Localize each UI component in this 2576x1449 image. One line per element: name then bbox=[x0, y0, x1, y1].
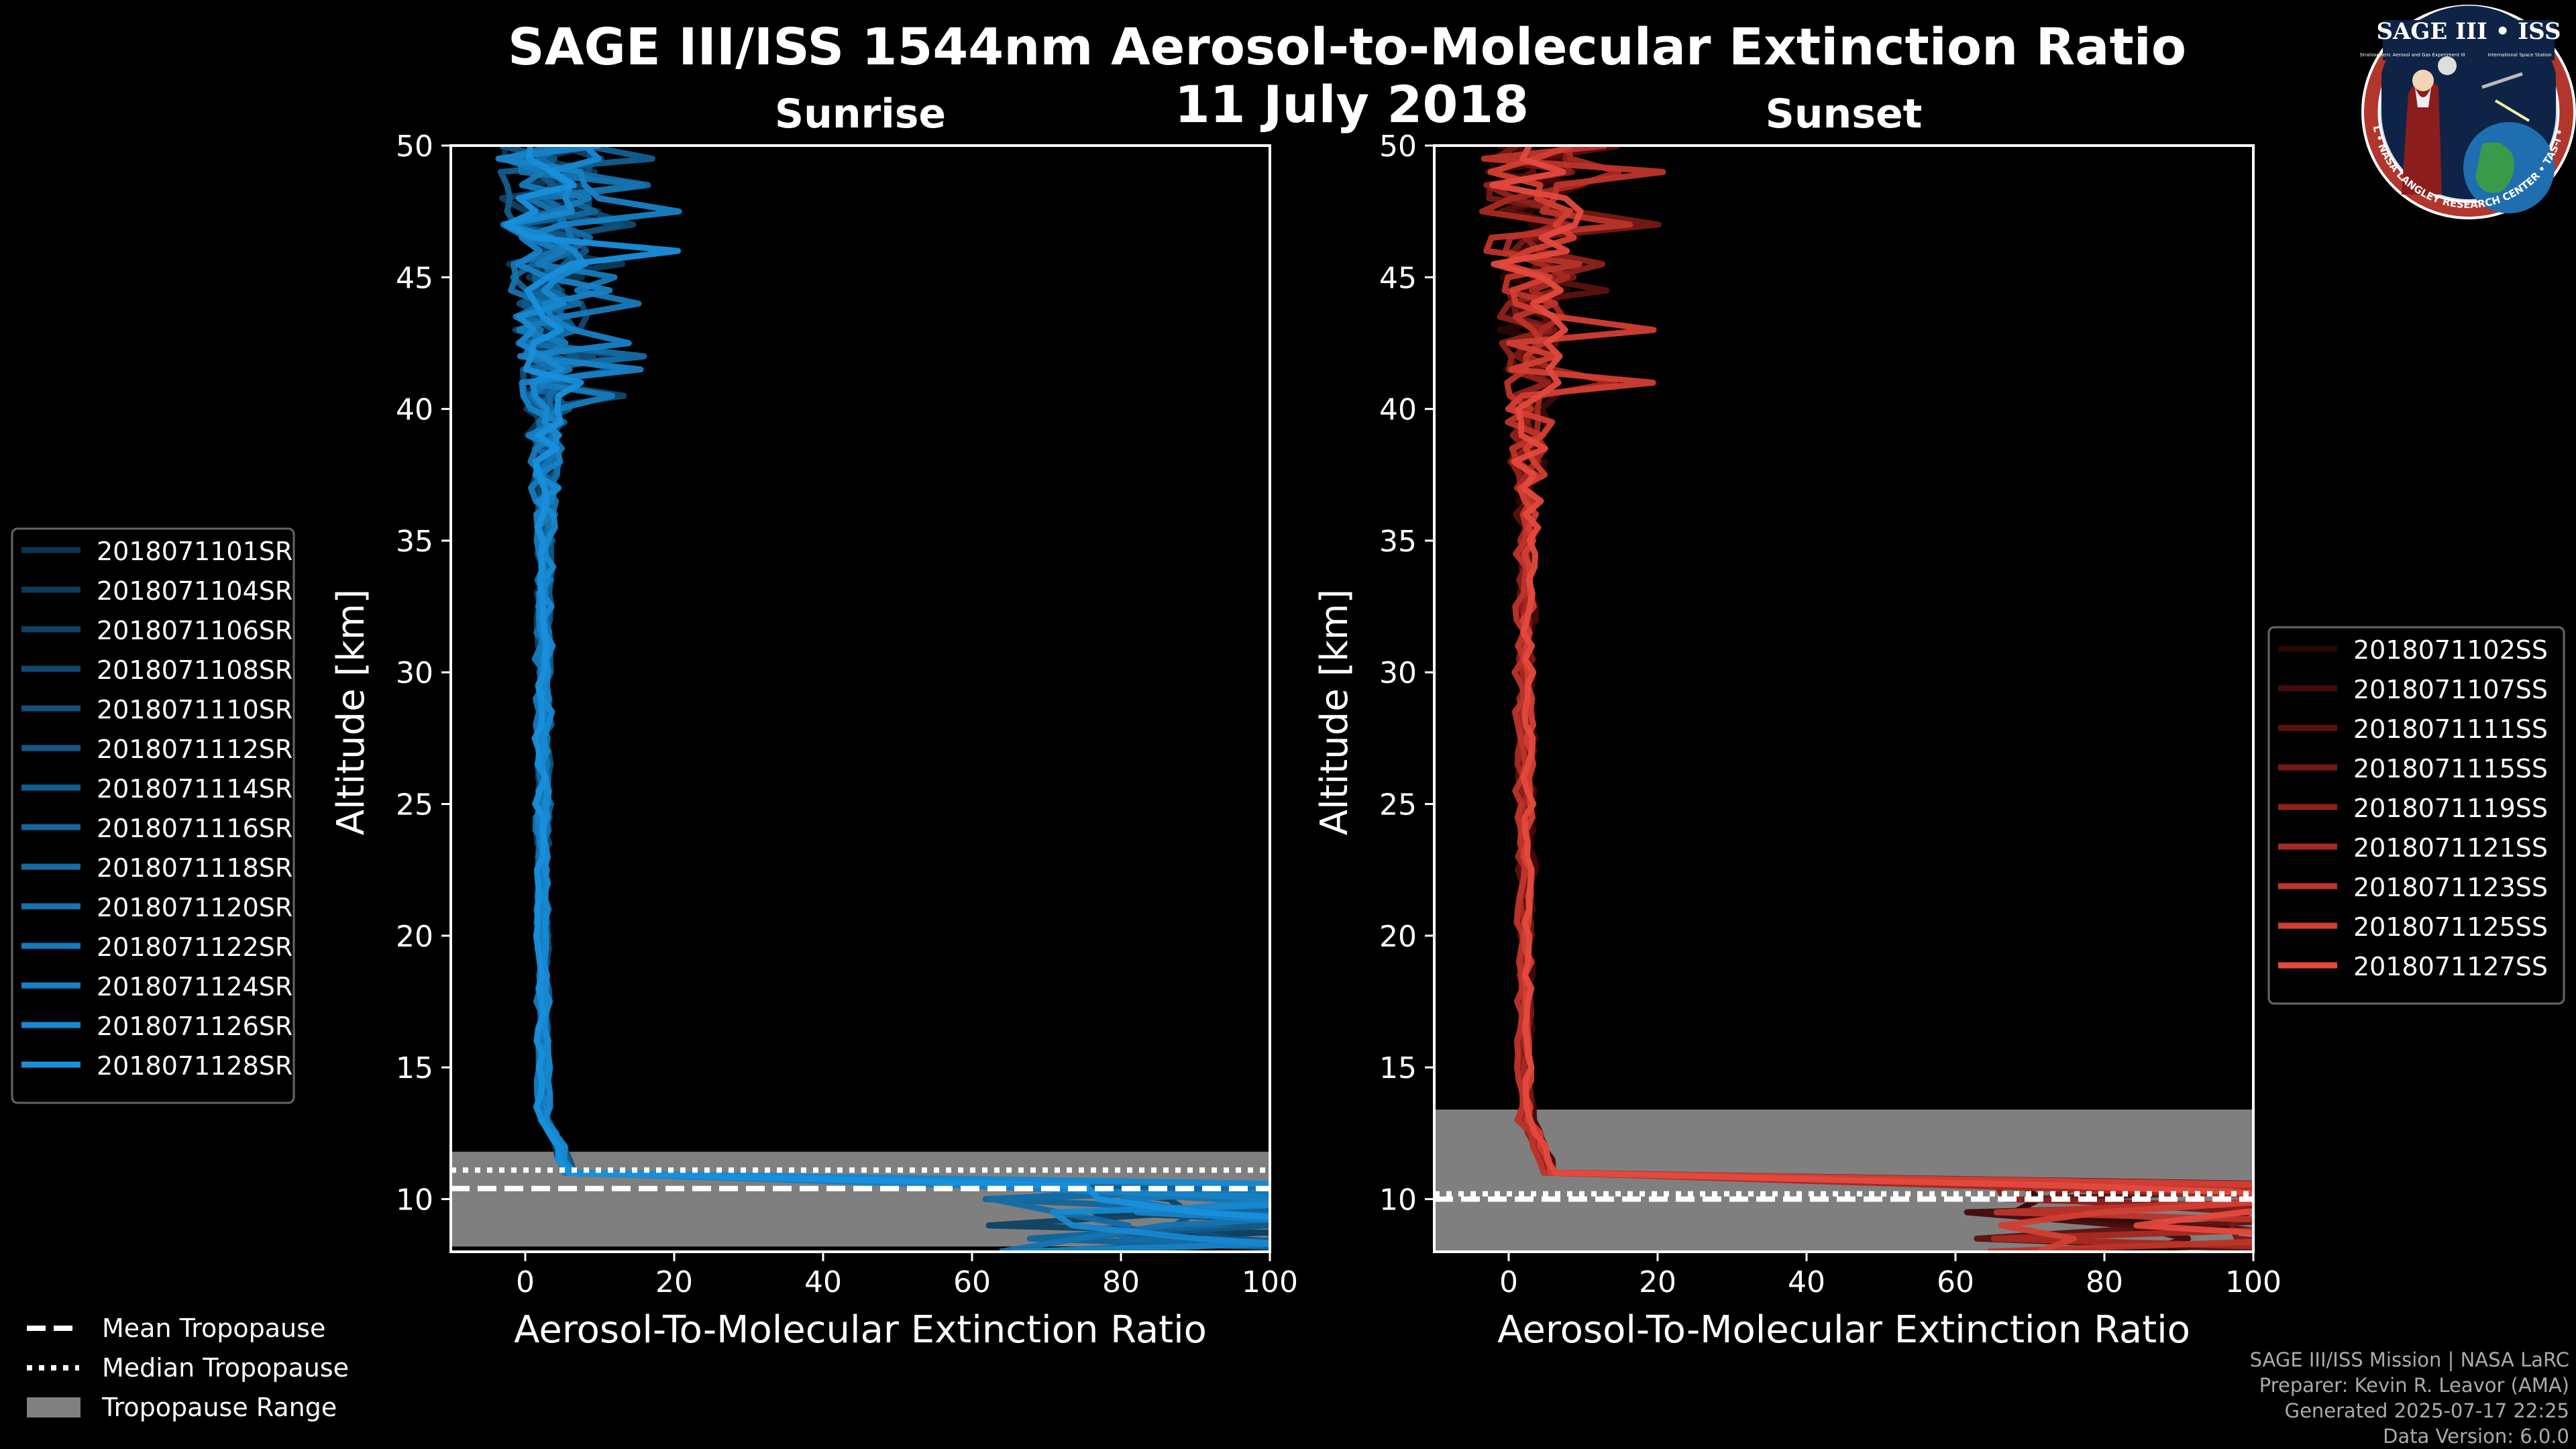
x-tick-label: 60 bbox=[953, 1265, 991, 1299]
legend-entry: 2018071101SR bbox=[97, 537, 292, 566]
y-tick-label: 45 bbox=[1379, 261, 1417, 295]
profile-2018071124SR bbox=[496, 146, 1270, 1252]
footer-mission: SAGE III/ISS Mission | NASA LaRC bbox=[2249, 1348, 2569, 1371]
plot-frame bbox=[449, 144, 1271, 1253]
legend-entry: 2018071106SR bbox=[97, 616, 292, 645]
tropopause-range-swatch bbox=[27, 1397, 80, 1417]
legend-box bbox=[2267, 626, 2565, 1005]
plot-area bbox=[451, 146, 1270, 1252]
y-tick-label: 45 bbox=[396, 261, 433, 295]
legend-entry: 2018071110SR bbox=[97, 695, 292, 724]
median-tropopause-label: Median Tropopause bbox=[102, 1353, 349, 1383]
legend-entry: 2018071104SR bbox=[97, 576, 292, 606]
logo-right-caption: International Space Station bbox=[2487, 52, 2551, 58]
profile-2018071125SS bbox=[1487, 146, 2253, 1252]
footer-data-version: Data Version: 6.0.0 bbox=[2383, 1425, 2569, 1448]
legend-entry: 2018071114SR bbox=[97, 774, 292, 804]
legend-entry: 2018071124SR bbox=[97, 972, 292, 1002]
x-tick-label: 80 bbox=[2086, 1265, 2123, 1299]
sunset-panel: 0 20 40 60 80 100 10 15 20 25 30 35 40 45 50 Sunset Aero… bbox=[1313, 91, 2282, 1352]
profile-2018071120SR bbox=[508, 146, 1270, 1252]
x-tick-label: 0 bbox=[516, 1265, 535, 1299]
plot-area bbox=[1434, 146, 2253, 1252]
figure-subtitle-date: 11 July 2018 bbox=[1175, 74, 1529, 134]
y-tick-label: 50 bbox=[1379, 129, 1417, 164]
x-tick-label: 20 bbox=[655, 1265, 693, 1299]
footer-credits: SAGE III/ISS Mission | NASA LaRC Prepare… bbox=[2250, 1347, 2569, 1449]
x-tick-label: 0 bbox=[1499, 1265, 1518, 1299]
legend-entry: 2018071127SS bbox=[2353, 952, 2548, 981]
y-tick-label: 10 bbox=[1379, 1183, 1417, 1217]
y-tick-label: 15 bbox=[1379, 1051, 1417, 1085]
tropopause-legend: Mean Tropopause Median Tropopause Tropop… bbox=[27, 1313, 349, 1422]
legend-entry: 2018071126SR bbox=[97, 1012, 292, 1041]
y-tick-label: 20 bbox=[1379, 920, 1417, 954]
x-tick-label: 100 bbox=[2225, 1265, 2282, 1299]
figure-title: SAGE III/ISS 1544nm Aerosol-to-Molecular… bbox=[508, 17, 2186, 76]
tropopause-range-label: Tropopause Range bbox=[101, 1393, 337, 1422]
profile-2018071121SS bbox=[1479, 146, 2253, 1249]
legend-entry: 2018071122SR bbox=[97, 932, 292, 962]
legend-entry: 2018071107SS bbox=[2353, 675, 2548, 704]
y-tick-label: 25 bbox=[1379, 788, 1417, 822]
profile-2018071127SS bbox=[1489, 146, 2253, 1236]
x-tick-label: 40 bbox=[1788, 1265, 1825, 1299]
x-tick-label: 80 bbox=[1102, 1265, 1140, 1299]
x-tick-label: 20 bbox=[1639, 1265, 1676, 1299]
y-tick-label: 35 bbox=[396, 525, 433, 559]
footer-generated: Generated 2025-07-17 22:25 bbox=[2284, 1399, 2569, 1422]
legend-entry: 2018071108SR bbox=[97, 655, 292, 685]
y-axis-label: Altitude [km] bbox=[1313, 589, 1356, 835]
y-tick-label: 30 bbox=[1379, 656, 1417, 690]
legend-entry: 2018071102SS bbox=[2353, 635, 2548, 665]
profile-2018071128SR bbox=[503, 146, 1270, 1220]
panel-title: Sunset bbox=[1766, 91, 1923, 138]
legend-entry: 2018071125SS bbox=[2353, 912, 2548, 942]
x-tick-label: 60 bbox=[1937, 1265, 1974, 1299]
footer-preparer: Preparer: Kevin R. Leavor (AMA) bbox=[2259, 1374, 2569, 1397]
y-tick-label: 35 bbox=[1379, 525, 1417, 559]
mean-tropopause-label: Mean Tropopause bbox=[102, 1313, 325, 1343]
profile-2018071115SS bbox=[1486, 146, 2253, 1244]
plot-frame bbox=[1433, 144, 2255, 1253]
panel-title: Sunrise bbox=[775, 91, 946, 138]
legend-entry: 2018071123SS bbox=[2353, 873, 2548, 902]
legend-entry: 2018071116SR bbox=[97, 814, 292, 843]
legend-entry: 2018071128SR bbox=[97, 1051, 292, 1081]
y-axis-label: Altitude [km] bbox=[329, 589, 373, 835]
legend-box bbox=[11, 527, 295, 1104]
y-tick-label: 30 bbox=[396, 656, 433, 690]
y-tick-label: 20 bbox=[396, 920, 433, 954]
legend-entry: 2018071115SS bbox=[2353, 754, 2548, 784]
y-tick-label: 10 bbox=[396, 1183, 433, 1217]
profile-2018071102SS bbox=[1489, 146, 2253, 1252]
y-tick-label: 25 bbox=[396, 788, 433, 822]
x-tick-label: 100 bbox=[1242, 1265, 1298, 1299]
x-tick-label: 40 bbox=[804, 1265, 842, 1299]
y-tick-label: 15 bbox=[396, 1051, 433, 1085]
y-tick-label: 40 bbox=[396, 393, 433, 427]
legend-entry: 2018071111SS bbox=[2353, 714, 2548, 744]
sunrise-panel: 0 20 40 60 80 100 10 15 20 25 30 35 40 45 50 Sunrise Aer… bbox=[329, 91, 1298, 1352]
x-axis-label: Aerosol-To-Molecular Extinction Ratio bbox=[514, 1308, 1207, 1352]
legend-entry: 2018071118SR bbox=[97, 853, 292, 883]
sunset-legend: 2018071102SS 2018071107SS 2018071111SS 2018… bbox=[2267, 626, 2565, 1005]
legend-entry: 2018071120SR bbox=[97, 893, 292, 922]
profile-2018071112SR bbox=[500, 146, 1270, 1250]
y-tick-label: 40 bbox=[1379, 393, 1417, 427]
profile-2018071116SR bbox=[495, 146, 1270, 1250]
profile-2018071123SS bbox=[1481, 146, 2253, 1252]
logo-title: SAGE III • ISS bbox=[2376, 18, 2561, 45]
logo-left-caption: Stratospheric Aerosol and Gas Experiment… bbox=[2359, 52, 2465, 58]
legend-entry: 2018071112SR bbox=[97, 735, 292, 764]
y-tick-label: 50 bbox=[396, 129, 433, 164]
legend-entry: 2018071121SS bbox=[2353, 833, 2548, 863]
sunrise-legend: 2018071101SR 2018071104SR 2018071106SR 2018… bbox=[11, 527, 295, 1104]
legend-entry: 2018071119SS bbox=[2353, 794, 2548, 823]
x-axis-label: Aerosol-To-Molecular Extinction Ratio bbox=[1497, 1308, 2190, 1352]
profile-2018071104SR bbox=[522, 146, 1270, 1249]
